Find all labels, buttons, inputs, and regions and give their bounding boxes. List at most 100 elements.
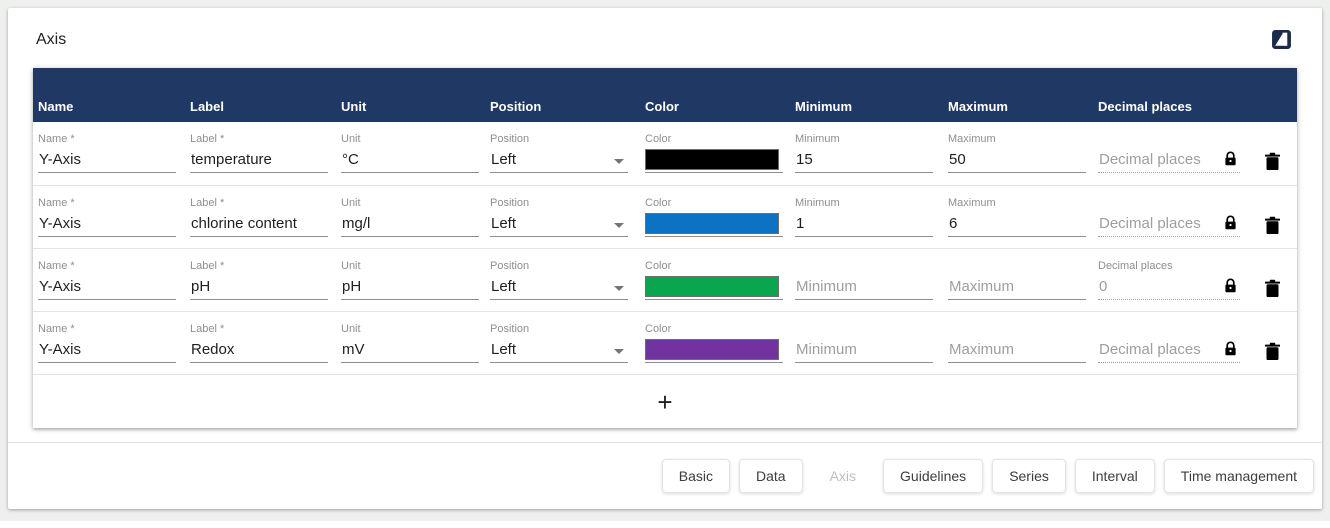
nav-button-data[interactable]: Data	[739, 459, 803, 493]
position-select[interactable]: Left	[490, 337, 628, 363]
unit-field-label: Unit	[341, 197, 361, 209]
label-field-label: Label *	[190, 133, 225, 145]
column-header-color: Color	[645, 99, 679, 114]
color-cell: Color	[645, 312, 795, 374]
position-cell: Position Left	[490, 186, 645, 248]
label-cell: Label *	[190, 186, 341, 248]
add-axis-button[interactable]: +	[657, 386, 673, 417]
minimum-input[interactable]	[795, 278, 933, 299]
lock-icon[interactable]	[1224, 151, 1237, 166]
label-input[interactable]	[190, 278, 328, 299]
name-input[interactable]	[38, 151, 176, 172]
lock-icon[interactable]	[1224, 341, 1237, 356]
position-cell: Position Left	[490, 312, 645, 374]
label-input[interactable]	[190, 341, 328, 362]
label-input[interactable]	[190, 215, 328, 236]
maximum-field-label: Maximum	[948, 133, 996, 145]
name-cell: Name *	[38, 122, 190, 185]
maximum-cell: Maximum	[948, 186, 1098, 248]
minimum-input[interactable]	[795, 151, 933, 172]
minimum-field-label	[795, 323, 948, 337]
lock-icon[interactable]	[1224, 278, 1237, 293]
maximum-cell	[948, 312, 1098, 374]
table-row: Name * Label * Unit Position Left	[33, 248, 1297, 311]
decimal-places-input	[1098, 278, 1240, 299]
unit-input[interactable]	[341, 151, 479, 172]
position-select[interactable]: Left	[490, 147, 628, 173]
minimum-cell: Minimum	[795, 186, 948, 248]
color-cell: Color	[645, 186, 795, 248]
color-cell: Color	[645, 249, 795, 311]
next-card-edge	[0, 521, 1330, 528]
chevron-down-icon	[614, 349, 624, 354]
unit-cell: Unit	[341, 249, 490, 311]
color-swatch[interactable]	[645, 213, 779, 234]
maximum-input[interactable]	[948, 278, 1086, 299]
chevron-down-icon	[614, 223, 624, 228]
chart-preview-icon[interactable]	[1271, 29, 1292, 50]
maximum-cell: Maximum	[948, 122, 1098, 185]
color-swatch[interactable]	[645, 276, 779, 297]
minimum-cell	[795, 249, 948, 311]
name-field-label: Name *	[38, 197, 75, 209]
maximum-input[interactable]	[948, 215, 1086, 236]
delete-row-icon[interactable]	[1264, 279, 1281, 298]
table-row: Name * Label * Unit Position Left	[33, 311, 1297, 374]
nav-button-series[interactable]: Series	[992, 459, 1066, 493]
unit-input[interactable]	[341, 278, 479, 299]
lock-icon[interactable]	[1224, 215, 1237, 230]
name-input[interactable]	[38, 278, 176, 299]
decimal-field-label	[1098, 323, 1297, 337]
unit-cell: Unit	[341, 186, 490, 248]
nav-button-interval[interactable]: Interval	[1074, 459, 1155, 493]
name-input[interactable]	[38, 341, 176, 362]
nav-button-guidelines[interactable]: Guidelines	[883, 459, 984, 493]
name-field-label: Name *	[38, 323, 75, 335]
decimal-places-input	[1098, 215, 1240, 236]
minimum-input[interactable]	[795, 341, 933, 362]
label-field-label: Label *	[190, 197, 225, 209]
column-header-position: Position	[490, 99, 542, 114]
unit-cell: Unit	[341, 122, 490, 185]
unit-cell: Unit	[341, 312, 490, 374]
column-header-decimal-places: Decimal places	[1098, 99, 1192, 114]
color-swatch[interactable]	[645, 339, 779, 360]
label-input[interactable]	[190, 151, 328, 172]
minimum-input[interactable]	[795, 215, 933, 236]
maximum-field-label	[948, 323, 1098, 337]
column-header-name: Name	[38, 99, 74, 114]
minimum-cell	[795, 312, 948, 374]
add-row-section: +	[33, 374, 1297, 428]
name-input[interactable]	[38, 215, 176, 236]
color-field-label: Color	[645, 197, 672, 209]
delete-row-icon[interactable]	[1264, 342, 1281, 361]
position-select[interactable]: Left	[490, 211, 628, 237]
unit-input[interactable]	[341, 341, 479, 362]
column-header-label: Label	[190, 99, 224, 114]
label-cell: Label *	[190, 249, 341, 311]
page-title: Axis	[36, 31, 67, 48]
decimal-places-cell	[1098, 122, 1297, 185]
minimum-field-label: Minimum	[795, 197, 840, 209]
unit-input[interactable]	[341, 215, 479, 236]
delete-row-icon[interactable]	[1264, 216, 1281, 235]
delete-row-icon[interactable]	[1264, 152, 1281, 171]
name-cell: Name *	[38, 312, 190, 374]
label-field-label: Label *	[190, 260, 225, 272]
position-field-label: Position	[490, 133, 530, 145]
maximum-input[interactable]	[948, 151, 1086, 172]
maximum-input[interactable]	[948, 341, 1086, 362]
color-cell: Color	[645, 122, 795, 185]
position-select[interactable]: Left	[490, 274, 628, 300]
nav-button-basic[interactable]: Basic	[661, 459, 730, 493]
color-swatch[interactable]	[645, 149, 779, 170]
name-cell: Name *	[38, 249, 190, 311]
name-cell: Name *	[38, 186, 190, 248]
decimal-field-label: Decimal places	[1098, 260, 1173, 272]
position-cell: Position Left	[490, 249, 645, 311]
footer-nav: Basic Data Axis Guidelines Series Interv…	[661, 459, 1314, 493]
nav-button-time-management[interactable]: Time management	[1163, 459, 1314, 493]
table-row: Name * Label * Unit Position Left	[33, 122, 1297, 185]
unit-field-label: Unit	[341, 260, 361, 272]
